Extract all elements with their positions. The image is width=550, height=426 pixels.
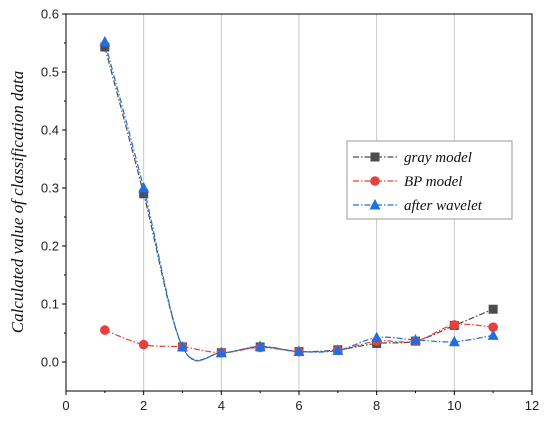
data-point xyxy=(177,340,188,352)
y-tick-label: 0.3 xyxy=(41,181,59,196)
data-point xyxy=(371,331,383,343)
x-tick-label: 0 xyxy=(62,398,69,413)
y-tick-label: 0.0 xyxy=(41,355,59,370)
legend: gray model BP model after wavelet xyxy=(346,140,513,220)
axes: 0 2 4 6 8 10 12 0.0 0.1 0.2 0.3 0.4 0.5 0.6 xyxy=(41,7,539,414)
x-tick-label: 12 xyxy=(525,398,539,413)
series-line xyxy=(104,41,494,362)
series-after-wavelet xyxy=(99,35,499,362)
data-point xyxy=(332,344,344,355)
series-layer xyxy=(99,35,499,362)
x-tick-label: 6 xyxy=(295,398,302,413)
data-point xyxy=(410,333,421,345)
data-point xyxy=(488,304,498,314)
x-tick-label: 8 xyxy=(373,398,380,413)
data-point xyxy=(254,340,266,351)
data-point xyxy=(293,345,305,357)
y-tick-label: 0.4 xyxy=(41,123,59,138)
data-point xyxy=(215,346,227,358)
x-tick-label: 2 xyxy=(140,398,147,413)
y-axis-label: Calculated value of classification data xyxy=(8,71,27,334)
x-tick-label: 10 xyxy=(447,398,461,413)
data-point xyxy=(448,335,460,347)
legend-label: BP model xyxy=(404,174,462,190)
x-tick-label: 4 xyxy=(218,398,225,413)
data-point xyxy=(449,320,460,330)
legend-marker xyxy=(370,152,380,162)
y-tick-label: 0.6 xyxy=(41,7,59,22)
legend-marker xyxy=(370,176,380,186)
legend-marker xyxy=(369,199,381,210)
data-point xyxy=(139,189,149,199)
data-point xyxy=(100,42,110,52)
y-tick-label: 0.1 xyxy=(41,297,59,312)
data-point xyxy=(138,182,150,193)
data-point xyxy=(99,35,111,47)
legend-label: after wavelet xyxy=(404,198,483,214)
y-tick-label: 0.5 xyxy=(41,65,59,80)
data-point xyxy=(487,329,499,340)
y-tick-label: 0.2 xyxy=(41,239,59,254)
data-point xyxy=(138,339,149,350)
data-point xyxy=(100,325,110,335)
legend-label: gray model xyxy=(404,150,472,166)
data-point xyxy=(488,322,498,333)
